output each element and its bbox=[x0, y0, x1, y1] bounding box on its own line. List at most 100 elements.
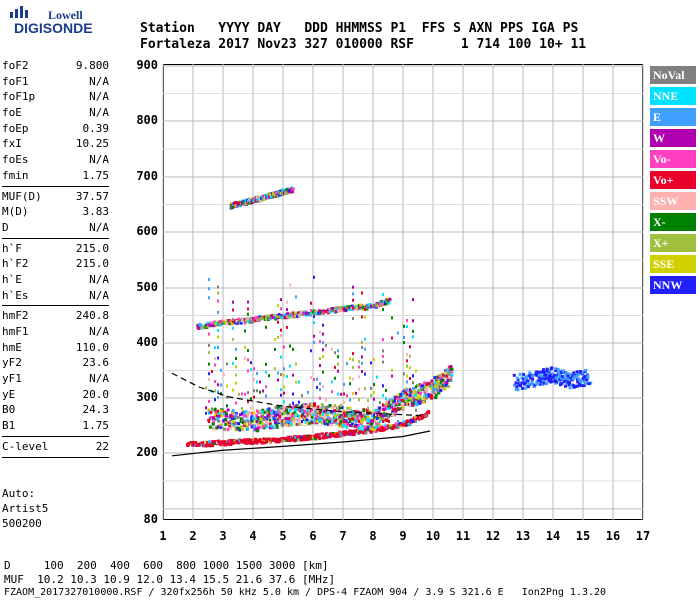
echo-point bbox=[577, 377, 581, 381]
echo-point bbox=[282, 406, 286, 410]
echo-point bbox=[337, 349, 339, 353]
echo-point bbox=[383, 428, 387, 432]
echo-point bbox=[373, 397, 375, 401]
echo-point bbox=[447, 385, 451, 389]
echo-point bbox=[256, 429, 260, 433]
echo-point bbox=[394, 407, 396, 411]
echo-point bbox=[241, 427, 245, 431]
echo-point bbox=[335, 306, 339, 310]
echo-point bbox=[384, 302, 388, 306]
echo-point bbox=[300, 421, 304, 425]
echo-point bbox=[405, 394, 409, 398]
echo-point bbox=[518, 372, 522, 376]
echo-point bbox=[280, 307, 282, 311]
echo-point bbox=[213, 321, 217, 325]
echo-point bbox=[291, 437, 295, 441]
echo-point bbox=[431, 382, 435, 386]
echo-point bbox=[223, 372, 225, 376]
echo-point bbox=[208, 278, 210, 282]
echo-point bbox=[362, 418, 366, 422]
echo-point bbox=[301, 404, 303, 408]
echo-point bbox=[268, 193, 272, 197]
echo-point bbox=[232, 420, 234, 423]
echo-point bbox=[404, 396, 408, 400]
echo-point bbox=[346, 394, 348, 398]
param-row: h`F 215.0 bbox=[2, 241, 109, 257]
echo-point bbox=[328, 434, 332, 438]
echo-point bbox=[415, 414, 419, 418]
echo-point bbox=[265, 317, 269, 321]
echo-point bbox=[240, 440, 244, 444]
d-distance-row: D 100 200 400 600 800 1000 1500 3000 [km… bbox=[4, 559, 329, 572]
echo-point bbox=[283, 391, 285, 395]
echo-point bbox=[373, 411, 377, 415]
echo-point bbox=[219, 409, 223, 413]
echo-point bbox=[427, 393, 431, 397]
echo-point bbox=[394, 422, 398, 426]
echo-point bbox=[382, 292, 384, 296]
echo-point bbox=[309, 313, 313, 317]
echo-point bbox=[350, 304, 354, 308]
echo-point bbox=[284, 422, 288, 426]
echo-point bbox=[373, 416, 377, 420]
echo-point bbox=[234, 415, 238, 419]
echo-point bbox=[250, 425, 254, 429]
echo-point bbox=[587, 382, 591, 386]
echo-point bbox=[579, 380, 583, 384]
echo-point bbox=[336, 405, 340, 409]
echo-point bbox=[303, 417, 307, 421]
echo-point bbox=[361, 291, 363, 295]
echo-point bbox=[272, 438, 276, 442]
param-value: 22 bbox=[95, 439, 109, 453]
echo-point bbox=[217, 291, 219, 295]
echo-point bbox=[589, 381, 593, 385]
echo-point bbox=[358, 360, 360, 364]
echo-point bbox=[212, 441, 216, 445]
echo-point bbox=[575, 370, 579, 374]
echo-point bbox=[436, 384, 440, 388]
echo-point bbox=[405, 419, 409, 423]
echo-point bbox=[339, 306, 343, 310]
echo-point bbox=[353, 410, 357, 414]
echo-point bbox=[346, 414, 350, 418]
echo-point bbox=[232, 308, 234, 312]
echo-point bbox=[296, 438, 300, 442]
echo-point bbox=[379, 420, 381, 423]
echo-point bbox=[247, 358, 249, 362]
echo-point bbox=[583, 379, 587, 383]
param-label: fmin bbox=[2, 168, 29, 182]
echo-point bbox=[239, 425, 243, 429]
param-value: 110.0 bbox=[75, 340, 109, 354]
echo-point bbox=[325, 411, 329, 415]
echo-point bbox=[284, 417, 288, 421]
echo-point bbox=[542, 381, 546, 385]
echo-point bbox=[238, 392, 240, 396]
echo-point bbox=[204, 444, 208, 448]
echo-point bbox=[331, 420, 333, 423]
echo-point bbox=[217, 346, 219, 350]
echo-point bbox=[233, 202, 237, 206]
echo-point bbox=[278, 193, 282, 197]
echo-point bbox=[211, 407, 213, 411]
echo-point bbox=[337, 309, 341, 313]
echo-point bbox=[343, 400, 345, 404]
param-separator bbox=[2, 185, 109, 187]
echo-point bbox=[245, 425, 249, 429]
echo-point bbox=[268, 438, 272, 442]
echo-point bbox=[315, 433, 319, 437]
y-tick-label: 600 bbox=[136, 224, 158, 238]
echo-point bbox=[322, 385, 324, 389]
echo-point bbox=[217, 395, 219, 399]
x-tick-label: 9 bbox=[399, 529, 407, 543]
echo-point bbox=[289, 344, 291, 348]
echo-point bbox=[436, 381, 440, 385]
echo-point bbox=[319, 357, 321, 361]
echo-point bbox=[514, 387, 518, 391]
echo-point bbox=[385, 399, 389, 403]
echo-point bbox=[298, 420, 300, 423]
echo-point bbox=[366, 427, 370, 431]
echo-point bbox=[267, 440, 271, 444]
echo-point bbox=[233, 201, 237, 205]
echo-point bbox=[207, 408, 211, 412]
echo-point bbox=[308, 402, 312, 406]
